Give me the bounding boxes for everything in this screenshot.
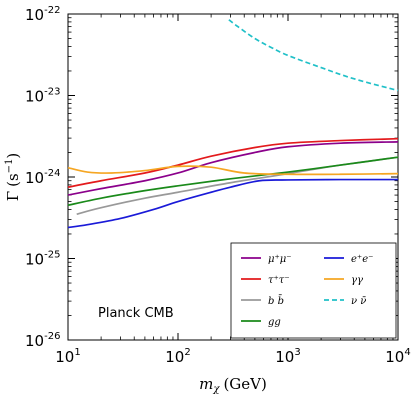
series-line-0 (67, 140, 399, 196)
legend-items: μ⁺μ⁻ τ⁺τ⁻ b b̄ gg e⁺e⁻ γγ ν ν̄ (241, 254, 373, 328)
legend: μ⁺μ⁻ τ⁺τ⁻ b b̄ gg e⁺e⁻ γγ ν ν̄ (230, 242, 397, 339)
series-line-5 (67, 165, 399, 176)
y-tick-label-0: 10-26 (25, 331, 60, 350)
x-tick-label-0: 101 (55, 347, 80, 366)
y-tick-label-4: 10-22 (25, 5, 60, 24)
x-axis-label-symbol: m (199, 375, 213, 393)
tick-labels: 101 102 103 104 10-26 10-25 10-24 10-23 10-22 (25, 5, 411, 366)
legend-label-3: gg (268, 317, 281, 328)
x-tick-label-2: 103 (275, 347, 300, 366)
y-tick-label-1: 10-25 (25, 250, 60, 269)
y-tick-label-2: 10-24 (25, 168, 60, 187)
annotation-planck-cmb: Planck CMB (98, 306, 174, 321)
y-tick-label-3: 10-23 (25, 87, 60, 106)
y-axis-label-unit-open: (s (4, 173, 22, 187)
legend-label-6: ν ν̄ (351, 296, 366, 307)
x-axis-label-subscript: χ (212, 384, 220, 395)
y-axis-label-unit-close: ) (4, 153, 22, 159)
series-layer (67, 19, 399, 229)
legend-label-1: τ⁺τ⁻ (268, 275, 290, 286)
x-tick-label-1: 102 (165, 347, 190, 366)
series-line-1 (67, 137, 399, 189)
x-tick-label-3: 104 (385, 347, 410, 366)
series-line-6 (228, 19, 399, 92)
y-axis-label-symbol: Γ (4, 191, 22, 201)
y-axis-label-unit-exp: −1 (4, 159, 15, 174)
x-axis-label: mχ (GeV) (199, 375, 267, 395)
legend-label-5: γγ (351, 275, 363, 286)
y-axis-label: Γ (s−1) (4, 153, 22, 202)
ticks (67, 13, 399, 341)
legend-label-2: b b̄ (268, 295, 284, 307)
series-line-3 (67, 156, 399, 207)
x-axis-label-unit: (GeV) (223, 375, 266, 393)
legend-label-0: μ⁺μ⁻ (268, 254, 292, 265)
legend-label-4: e⁺e⁻ (351, 254, 373, 265)
series-line-4 (67, 178, 399, 229)
